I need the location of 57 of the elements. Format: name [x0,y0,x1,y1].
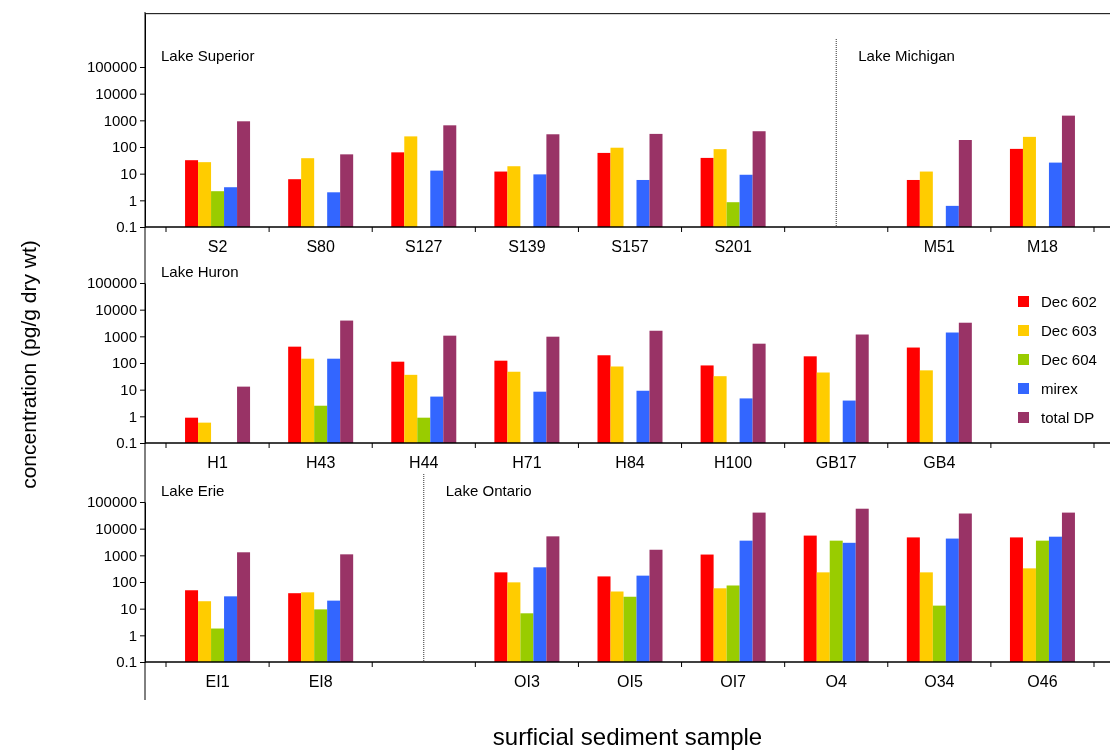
y-tick-label: 1 [128,191,137,209]
y-tick-label: 100000 [86,58,137,76]
x-tick-label: GB4 [923,454,956,472]
x-tick-label: H71 [512,454,542,472]
y-tick-label: 1000 [103,327,137,345]
x-tick-label: H43 [305,454,336,472]
x-axis-title: surficial sediment sample [492,723,763,750]
y-tick-label: 1000 [103,546,137,564]
y-tick-label: 10 [120,164,137,182]
y-tick-label: 100 [111,138,137,156]
x-tick-label: S2 [207,238,228,256]
x-tick-label: H1 [207,454,228,472]
legend-label: total DP [1041,409,1095,426]
x-tick-label: S157 [611,238,649,256]
y-tick-label: 0.1 [116,653,137,671]
x-tick-label: H100 [713,454,753,472]
y-tick-label: 100 [111,354,137,372]
x-tick-label: M51 [923,238,955,256]
text: Lake Erie [161,482,225,499]
y-tick-label: 10000 [95,519,137,537]
x-tick-label: OI7 [720,673,747,691]
legend-label: mirex [1041,380,1079,397]
x-tick-label: O46 [1027,673,1058,691]
x-tick-label: S201 [714,238,752,256]
x-tick-label: S127 [405,238,443,256]
x-tick-label: EI1 [205,673,230,691]
annotation: Lake Michigan [858,47,955,64]
y-tick-label: 100000 [86,274,137,292]
x-tick-label: OI3 [513,673,540,691]
y-tick-label: 0.1 [116,218,137,236]
y-tick-label: 1 [128,626,137,644]
y-tick-label: 10 [120,599,137,617]
text: Lake Ontario [445,482,532,499]
y-tick-label: 1 [128,407,137,425]
legend-label: Dec 604 [1041,351,1097,368]
x-tick-label: OI5 [617,673,643,691]
x-tick-label: O34 [924,673,955,691]
x-tick-label: M18 [1026,238,1059,256]
y-tick-label: 10000 [95,84,137,102]
annotation: Lake Superior [161,47,255,64]
y-tick-label: 10 [120,380,137,398]
y-tick-label: 100000 [86,493,137,511]
y-tick-label: 100 [111,573,137,591]
x-tick-label: S139 [508,238,546,256]
legend-label: Dec 602 [1041,293,1097,310]
x-tick-label: GB17 [815,454,857,472]
legend-label: Dec 603 [1041,322,1097,339]
y-tick-label: 0.1 [116,434,137,452]
y-tick-label: 1000 [103,111,137,129]
y-axis-title: concentration (pg/g dry wt) [17,240,40,489]
x-tick-label: H84 [615,454,645,472]
text: Lake Huron [161,263,239,280]
x-tick-label: H44 [409,454,439,472]
y-tick-label: 10000 [95,300,137,318]
x-tick-label: EI8 [308,673,333,691]
x-tick-label: O4 [825,673,847,691]
x-tick-label: S80 [306,238,335,256]
